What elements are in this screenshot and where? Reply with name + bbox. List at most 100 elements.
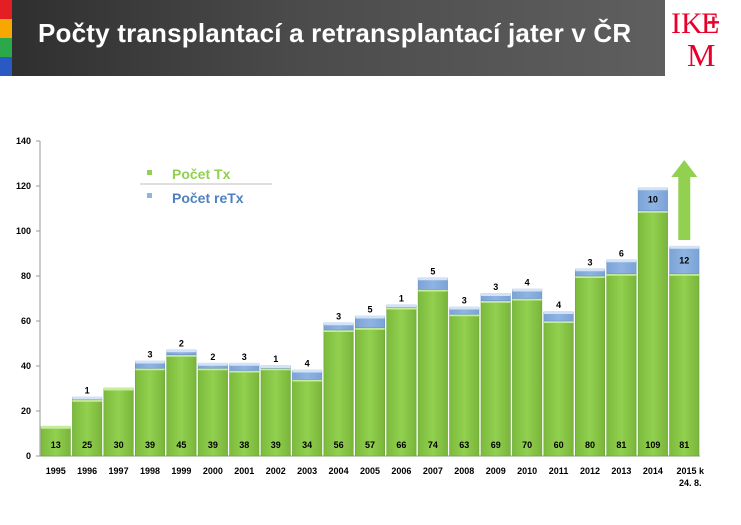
x-tick-label: 2010 bbox=[517, 466, 537, 476]
y-tick-label: 120 bbox=[16, 181, 31, 191]
tx-value-label: 45 bbox=[176, 440, 186, 450]
page-title: Počty transplantací a retransplantací ja… bbox=[38, 18, 632, 48]
x-tick-label: 2011 bbox=[549, 466, 569, 476]
arrow-head bbox=[671, 160, 698, 177]
legend-label-tx: Počet Tx bbox=[172, 166, 231, 182]
retx-value-label: 3 bbox=[493, 282, 498, 292]
bar-tx-top bbox=[198, 367, 228, 371]
tx-value-label: 74 bbox=[428, 440, 438, 450]
bar-retx-top bbox=[449, 306, 479, 310]
bar-tx bbox=[417, 289, 448, 457]
bar-tx-top bbox=[229, 369, 259, 373]
bar-tx-top bbox=[135, 367, 165, 371]
tx-value-label: 39 bbox=[208, 440, 218, 450]
bar-tx bbox=[480, 300, 511, 457]
bar-tx-top bbox=[355, 326, 385, 330]
retx-value-label: 1 bbox=[85, 386, 90, 396]
bar-retx-top bbox=[575, 268, 605, 272]
x-tick-label: 24. 8. bbox=[679, 478, 702, 488]
retx-value-label: 3 bbox=[336, 311, 341, 321]
bar-retx bbox=[606, 259, 637, 275]
bar-tx-top bbox=[543, 320, 574, 323]
bar-tx bbox=[323, 329, 354, 457]
retx-value-label: 10 bbox=[648, 195, 658, 205]
tx-value-label: 70 bbox=[522, 440, 532, 450]
bar-tx bbox=[637, 210, 668, 457]
bar-tx-top bbox=[481, 299, 511, 303]
x-tick-label: 2015 k bbox=[677, 466, 706, 476]
retx-value-label: 3 bbox=[242, 352, 247, 362]
tx-value-label: 80 bbox=[585, 440, 595, 450]
bar-retx-top bbox=[261, 365, 291, 368]
bar-retx-top bbox=[606, 259, 637, 263]
x-tick-label: 1997 bbox=[109, 466, 129, 476]
stripe-green bbox=[0, 38, 12, 57]
legend-label-retx: Počet reTx bbox=[172, 190, 244, 206]
y-tick-label: 60 bbox=[21, 316, 31, 326]
retx-value-label: 6 bbox=[619, 248, 624, 258]
x-tick-label: 2004 bbox=[329, 466, 349, 476]
bar-retx bbox=[669, 246, 700, 275]
bar-retx-top bbox=[166, 349, 197, 353]
bar-tx-top bbox=[418, 288, 448, 292]
bar-tx bbox=[229, 370, 260, 457]
bar-retx-top bbox=[198, 362, 228, 366]
bar-tx bbox=[574, 275, 606, 457]
tx-value-label: 34 bbox=[302, 440, 312, 450]
tx-value-label: 13 bbox=[51, 440, 61, 450]
bar-tx-top bbox=[638, 209, 668, 213]
bar-tx bbox=[449, 313, 480, 457]
x-tick-label: 2013 bbox=[611, 466, 631, 476]
tx-value-label: 56 bbox=[334, 440, 344, 450]
tx-value-label: 25 bbox=[82, 440, 92, 450]
retx-value-label: 1 bbox=[273, 354, 278, 364]
tx-value-label: 63 bbox=[459, 440, 469, 450]
bar-tx bbox=[354, 327, 386, 457]
bar-tx bbox=[166, 354, 197, 457]
legend-marker-retx bbox=[147, 193, 152, 198]
bar-retx-top bbox=[135, 360, 165, 364]
bar-retx-top bbox=[543, 311, 574, 314]
x-tick-label: 1996 bbox=[77, 466, 97, 476]
x-tick-label: 1998 bbox=[140, 466, 160, 476]
bar-tx-top bbox=[606, 272, 637, 276]
bar-retx-top bbox=[638, 187, 668, 191]
retx-value-label: 2 bbox=[210, 352, 215, 362]
retx-value-label: 2 bbox=[179, 338, 184, 348]
bar-retx-top bbox=[481, 293, 511, 296]
bar-tx bbox=[606, 273, 637, 457]
retx-value-label: 3 bbox=[147, 350, 152, 360]
x-tick-label: 1999 bbox=[171, 466, 191, 476]
bar-retx-top bbox=[72, 396, 102, 400]
ikem-logo: IK + E M bbox=[671, 7, 720, 70]
x-tick-label: 2008 bbox=[454, 466, 474, 476]
tx-value-label: 39 bbox=[271, 440, 281, 450]
bar-tx-top bbox=[72, 398, 102, 402]
arrow-shaft bbox=[678, 175, 691, 240]
bar-tx bbox=[292, 379, 323, 457]
tx-value-label: 66 bbox=[396, 440, 406, 450]
bar-tx-top bbox=[449, 313, 479, 317]
bar-retx-top bbox=[512, 288, 542, 292]
x-tick-label: 2006 bbox=[391, 466, 411, 476]
bar-retx-top bbox=[418, 277, 448, 281]
bar-tx-top bbox=[669, 272, 699, 276]
bar-tx bbox=[543, 320, 574, 457]
legend-marker-tx bbox=[147, 170, 152, 175]
tx-value-label: 30 bbox=[114, 440, 124, 450]
bar-retx-top bbox=[355, 315, 385, 319]
x-tick-label: 2014 bbox=[643, 466, 663, 476]
bar-tx bbox=[386, 307, 417, 457]
logo-e: E bbox=[701, 7, 719, 40]
bar-tx-top bbox=[575, 275, 605, 278]
bar-retx-top bbox=[669, 245, 699, 249]
logo-container: IK + E M bbox=[665, 0, 741, 76]
x-tick-label: 2002 bbox=[266, 466, 286, 476]
y-tick-label: 80 bbox=[21, 271, 31, 281]
tx-value-label: 60 bbox=[554, 440, 564, 450]
retx-value-label: 4 bbox=[305, 359, 310, 369]
x-tick-label: 2000 bbox=[203, 466, 223, 476]
stripe-orange bbox=[0, 19, 12, 38]
bar-tx-top bbox=[261, 367, 291, 371]
retx-value-label: 3 bbox=[462, 296, 467, 306]
